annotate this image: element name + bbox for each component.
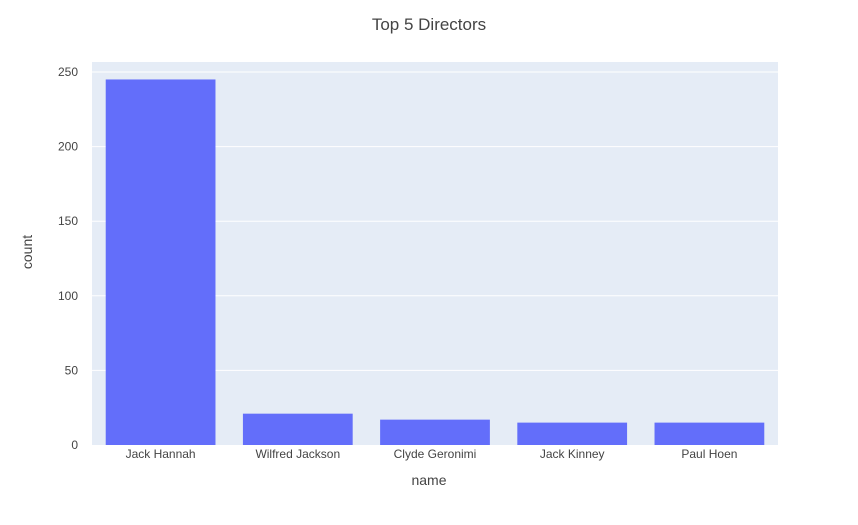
x-axis-ticks: Jack Hannah Wilfred Jackson Clyde Geronimi…: [126, 447, 738, 461]
chart-title: Top 5 Directors: [372, 15, 486, 34]
y-tick-label: 50: [65, 363, 79, 377]
y-tick-label: 100: [58, 289, 78, 303]
x-tick-label: Jack Hannah: [126, 447, 196, 461]
y-tick-label: 200: [58, 140, 78, 154]
bar[interactable]: [380, 419, 490, 445]
x-tick-label: Clyde Geronimi: [394, 447, 477, 461]
bar[interactable]: [654, 422, 765, 445]
bar[interactable]: [242, 413, 353, 445]
bar[interactable]: [105, 79, 216, 446]
x-axis-title: name: [411, 472, 446, 488]
x-tick-label: Paul Hoen: [681, 447, 737, 461]
y-tick-label: 250: [58, 65, 78, 79]
x-tick-label: Jack Kinney: [540, 447, 605, 461]
y-tick-label: 150: [58, 214, 78, 228]
y-axis-title: count: [19, 235, 35, 269]
bars: [105, 79, 765, 446]
bar[interactable]: [517, 422, 628, 445]
y-axis-ticks: 0 50 100 150 200 250: [58, 65, 78, 452]
x-tick-label: Wilfred Jackson: [255, 447, 340, 461]
y-tick-label: 0: [71, 438, 78, 452]
